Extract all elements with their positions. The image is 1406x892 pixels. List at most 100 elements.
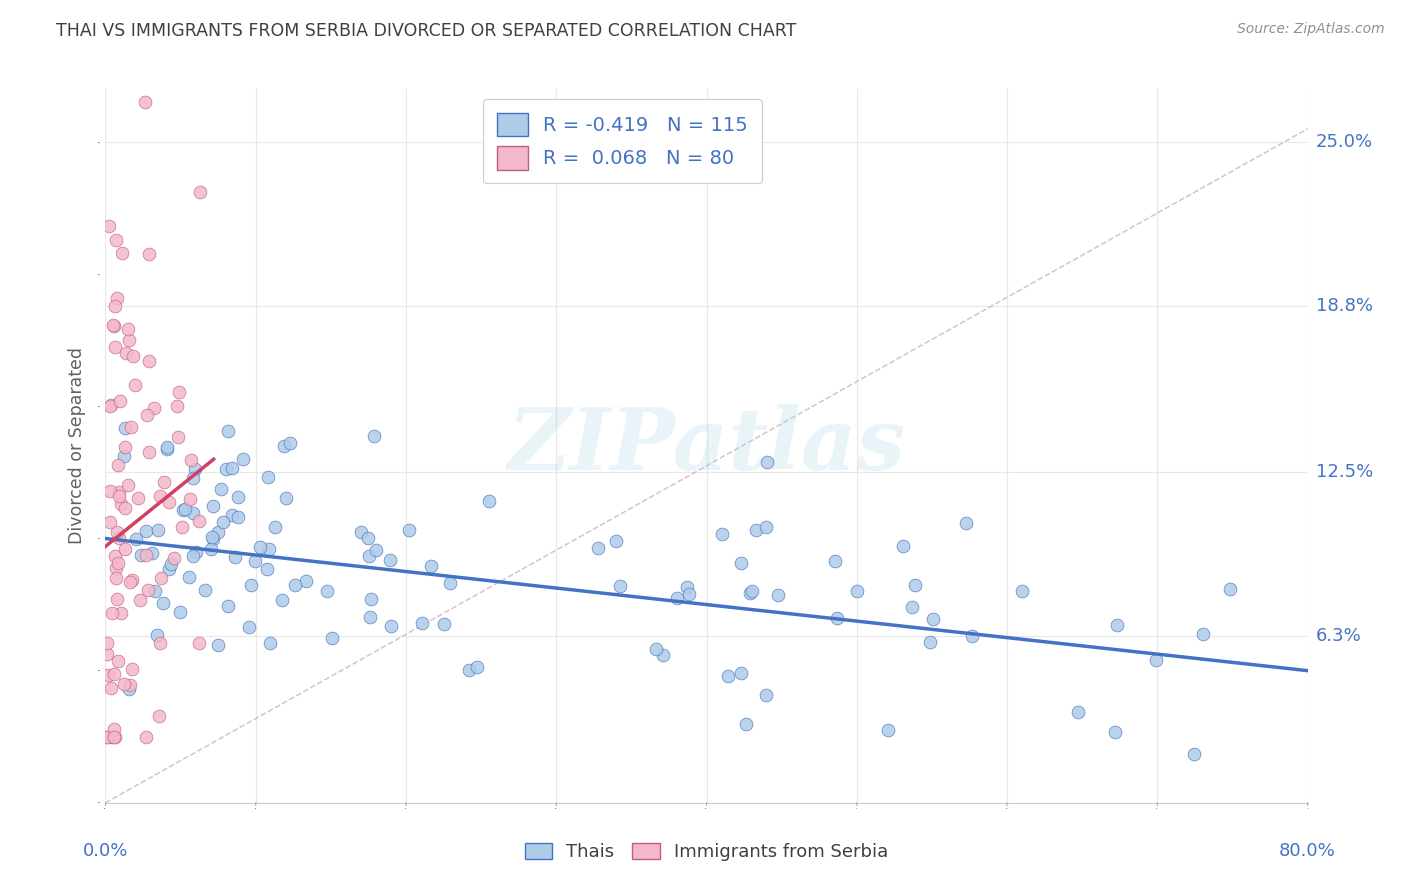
Point <box>135 730 157 744</box>
Point <box>295 574 318 588</box>
Point <box>904 578 927 592</box>
Point <box>665 591 688 605</box>
Point <box>224 549 246 564</box>
Point <box>111 245 134 260</box>
Point <box>118 681 141 696</box>
Point <box>207 638 229 652</box>
Point <box>98 219 121 233</box>
Point <box>1105 617 1128 632</box>
Point <box>103 318 125 332</box>
Point <box>184 545 207 559</box>
Point <box>149 571 172 585</box>
Point <box>134 95 156 110</box>
Point <box>105 233 128 247</box>
Point <box>200 542 222 557</box>
Point <box>675 580 697 594</box>
Point <box>125 533 148 547</box>
Point <box>359 609 381 624</box>
Point <box>98 483 121 498</box>
Point <box>108 531 131 545</box>
Point <box>891 539 914 553</box>
Point <box>741 583 763 598</box>
Point <box>167 430 190 444</box>
Point <box>167 384 190 399</box>
Point <box>419 559 441 574</box>
Point <box>121 574 143 588</box>
Point <box>136 408 159 422</box>
Point <box>166 399 188 413</box>
Point <box>478 494 501 508</box>
Point <box>955 516 977 531</box>
Point <box>183 462 205 476</box>
Text: THAI VS IMMIGRANTS FROM SERBIA DIVORCED OR SEPARATED CORRELATION CHART: THAI VS IMMIGRANTS FROM SERBIA DIVORCED … <box>56 22 797 40</box>
Point <box>104 549 127 563</box>
Point <box>135 524 157 538</box>
Point <box>217 599 239 614</box>
Point <box>103 722 125 736</box>
Point <box>172 503 194 517</box>
Point <box>735 717 758 731</box>
Point <box>100 730 122 744</box>
Point <box>1011 584 1033 599</box>
Point <box>103 730 125 744</box>
Point <box>678 587 700 601</box>
Point <box>845 584 868 599</box>
Text: ZIPatlas: ZIPatlas <box>508 404 905 488</box>
Text: Source: ZipAtlas.com: Source: ZipAtlas.com <box>1237 22 1385 37</box>
Point <box>104 730 127 744</box>
Point <box>270 593 292 607</box>
Point <box>148 709 170 723</box>
Point <box>121 662 143 676</box>
Point <box>181 549 204 563</box>
Point <box>218 424 240 438</box>
Point <box>207 525 229 540</box>
Point <box>458 663 481 677</box>
Point <box>183 470 205 484</box>
Text: 80.0%: 80.0% <box>1279 842 1336 860</box>
Point <box>221 460 243 475</box>
Point <box>240 578 263 592</box>
Text: 25.0%: 25.0% <box>1316 133 1374 151</box>
Point <box>173 502 195 516</box>
Point <box>378 553 401 567</box>
Point <box>201 499 224 513</box>
Point <box>768 588 790 602</box>
Point <box>221 508 243 522</box>
Point <box>155 440 177 454</box>
Point <box>321 632 343 646</box>
Point <box>756 455 779 469</box>
Point <box>901 599 924 614</box>
Point <box>104 340 127 354</box>
Point <box>605 533 627 548</box>
Point <box>755 519 778 533</box>
Point <box>141 546 163 560</box>
Point <box>114 421 136 435</box>
Point <box>264 520 287 534</box>
Point <box>136 582 159 597</box>
Point <box>256 561 278 575</box>
Point <box>209 483 232 497</box>
Point <box>110 496 132 510</box>
Point <box>439 576 461 591</box>
Point <box>200 530 222 544</box>
Point <box>180 452 202 467</box>
Point <box>179 491 201 506</box>
Point <box>350 525 373 540</box>
Point <box>104 571 127 585</box>
Point <box>127 491 149 506</box>
Point <box>135 549 157 563</box>
Point <box>159 495 181 509</box>
Point <box>107 485 129 500</box>
Point <box>245 553 267 567</box>
Point <box>153 475 176 490</box>
Point <box>274 491 297 505</box>
Point <box>115 346 138 360</box>
Point <box>364 542 387 557</box>
Point <box>1144 653 1167 667</box>
Point <box>465 660 488 674</box>
Point <box>114 450 136 464</box>
Point <box>114 500 136 515</box>
Point <box>249 540 271 554</box>
Point <box>148 636 170 650</box>
Point <box>105 561 128 575</box>
